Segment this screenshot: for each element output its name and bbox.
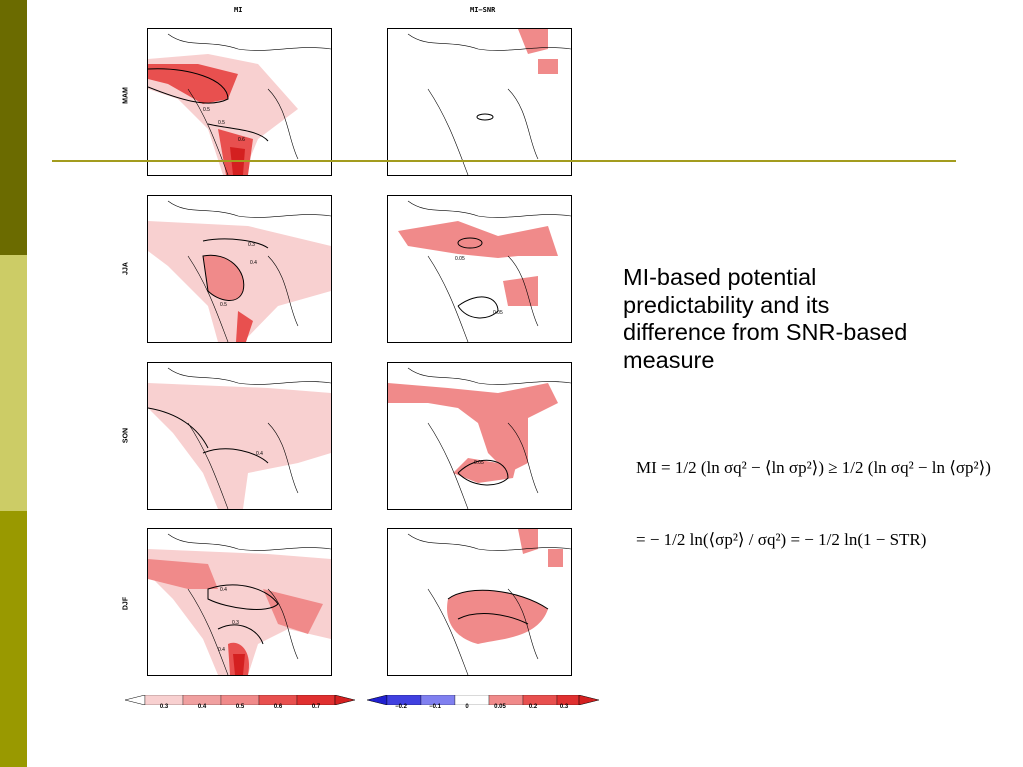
equation-line-2: = − 1/2 ln(⟨σp²⟩ / σq²) = − 1/2 ln(1 − S… [636, 530, 927, 549]
colorbar-diff-tick: −0.2 [395, 704, 407, 710]
contour-label: 0.4 [220, 587, 227, 593]
map-mam-diff [387, 28, 572, 176]
side-bar-middle [0, 255, 27, 511]
contour-label: 0.3 [232, 620, 239, 626]
contour-label: 0.05 [493, 310, 503, 316]
contour-label: 0.4 [218, 647, 225, 653]
map-mam-mi: 0.5 0.5 0.6 [147, 28, 332, 176]
colorbar-diff-tick: 0 [465, 704, 469, 710]
side-bar-top [0, 0, 27, 255]
column-title-mi: MI [234, 6, 243, 14]
map-djf-diff [387, 528, 572, 676]
colorbar-mi-tick: 0.3 [159, 704, 169, 710]
map-jja-mi: 0.3 0.4 0.5 [147, 195, 332, 343]
season-label-jja: JJA [122, 262, 130, 275]
map-son-mi: 0.4 [147, 362, 332, 510]
column-title-mi-snr: MI−SNR [470, 6, 496, 14]
contour-label: 0.5 [203, 107, 210, 113]
map-jja-diff: 0.05 0.05 [387, 195, 572, 343]
contour-label: 0.05 [474, 460, 484, 466]
side-bar-bottom [0, 511, 27, 767]
colorbar-mi-tick: 0.4 [197, 704, 207, 710]
colorbar-diff-tick: 0.3 [559, 704, 569, 710]
season-label-mam: MAM [122, 87, 130, 104]
contour-label: 0.5 [220, 302, 227, 308]
contour-label: 0.3 [248, 242, 255, 248]
map-son-diff: 0.05 [387, 362, 572, 510]
contour-label: 0.4 [250, 260, 257, 266]
slide-title: MI-based potential predictability and it… [623, 264, 908, 373]
colorbar-diff-tick: 0.2 [528, 704, 538, 710]
map-djf-mi: 0.4 0.3 0.4 [147, 528, 332, 676]
colorbar-mi [125, 695, 355, 705]
colorbar-mi-tick: 0.6 [273, 704, 283, 710]
equation-line-1: MI = 1/2 (ln σq² − ⟨ln σp²⟩) ≥ 1/2 (ln σ… [636, 458, 991, 477]
horizontal-rule [52, 160, 956, 162]
colorbar-diff-tick: 0.05 [494, 704, 506, 710]
colorbar-diff-tick: −0.1 [429, 704, 441, 710]
colorbar-mi-tick: 0.7 [311, 704, 321, 710]
colorbar-mi-tick: 0.5 [235, 704, 245, 710]
contour-label: 0.6 [238, 137, 245, 143]
contour-label: 0.4 [256, 451, 263, 457]
contour-label: 0.5 [218, 120, 225, 126]
contour-label: 0.05 [455, 256, 465, 262]
season-label-djf: DJF [122, 596, 130, 611]
colorbar-diff [367, 695, 599, 705]
season-label-son: SON [122, 427, 130, 444]
